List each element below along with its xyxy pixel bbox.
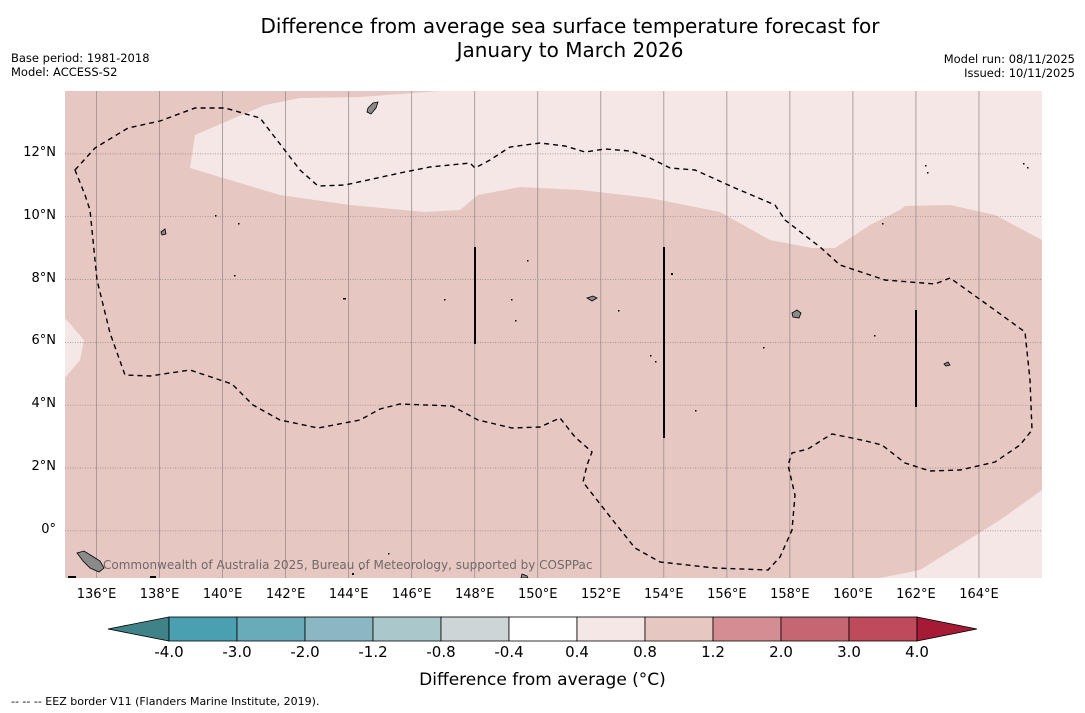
colorbar-segment — [848, 616, 918, 642]
y-tick-label: 0° — [41, 521, 56, 537]
y-tick-label: 12°N — [23, 144, 56, 160]
y-tick-label: 4°N — [31, 396, 57, 412]
meta-left: Base period: 1981-2018 Model: ACCESS-S2 — [11, 51, 150, 79]
colorbar-tick-label: -0.8 — [426, 643, 456, 661]
colorbar-segment — [372, 616, 442, 642]
colorbar-tick-label: -3.0 — [222, 643, 252, 661]
colorbar-label: Difference from average (°C) — [419, 670, 666, 690]
x-tick-label: 164°E — [959, 587, 999, 602]
colorbar-segment — [304, 616, 374, 642]
colorbar-under-arrow — [107, 616, 170, 642]
x-tick-label: 158°E — [770, 587, 810, 602]
x-tick-label: 146°E — [391, 587, 432, 602]
issued-date: Issued: 10/11/2025 — [964, 66, 1075, 80]
x-tick-label: 160°E — [833, 587, 873, 602]
colorbar-over-arrow — [916, 616, 978, 642]
y-tick-label: 6°N — [31, 333, 57, 349]
colorbar-segment — [644, 616, 714, 642]
colorbar-tick-label: 1.2 — [701, 643, 725, 661]
anomaly-band-0.8-1.2 — [65, 91, 1042, 578]
x-tick-label: 150°E — [517, 587, 558, 602]
colorbar-segment — [440, 616, 510, 642]
y-tick-label: 10°N — [23, 207, 56, 223]
x-tick-label: 142°E — [265, 587, 306, 602]
colorbar — [107, 616, 978, 642]
island-guam — [366, 101, 379, 115]
small-islets — [68, 163, 1029, 578]
colorbar-tick-label: 0.8 — [633, 643, 657, 661]
model-name: Model: ACCESS-S2 — [11, 65, 118, 79]
island-palau — [160, 228, 167, 236]
title-line-2: January to March 2026 — [456, 38, 684, 62]
land-features — [76, 101, 951, 578]
colorbar-segment — [780, 616, 850, 642]
map-credit: Commonwealth of Australia 2025, Bureau o… — [103, 558, 593, 572]
eez-legend-note: -- -- -- EEZ border V11 (Flanders Marine… — [11, 695, 320, 708]
x-tick-label: 138°E — [139, 587, 180, 602]
island-west-south — [520, 573, 529, 578]
map-title: Difference from average sea surface temp… — [0, 14, 1085, 62]
base-period: Base period: 1981-2018 — [11, 51, 150, 65]
x-tick-label: 152°E — [581, 587, 621, 602]
colorbar-tick-label: 2.0 — [769, 643, 793, 661]
colorbar-tick-label: -1.2 — [358, 643, 388, 661]
x-tick-label: 144°E — [328, 587, 369, 602]
model-run: Model run: 08/11/2025 — [943, 52, 1075, 66]
y-tick-label: 2°N — [31, 459, 57, 475]
x-tick-label: 140°E — [202, 587, 243, 602]
x-tick-label: 136°E — [76, 587, 117, 602]
colorbar-tick-label: 3.0 — [837, 643, 861, 661]
x-tick-label: 156°E — [707, 587, 747, 602]
colorbar-segment — [712, 616, 782, 642]
colorbar-segment — [576, 616, 646, 642]
boundary-segments — [474, 247, 917, 438]
island-kosrae — [943, 361, 951, 367]
island-solomon-west — [76, 550, 105, 573]
y-tick-label: 8°N — [31, 270, 57, 286]
colorbar-segment — [168, 616, 238, 642]
title-line-1: Difference from average sea surface temp… — [260, 14, 880, 38]
x-tick-label: 154°E — [644, 587, 684, 602]
island-chuuk — [791, 309, 802, 319]
map-plot-area — [65, 91, 1042, 578]
x-tick-label: 148°E — [454, 587, 495, 602]
eez-border-dashed — [74, 107, 1033, 571]
colorbar-tick-label: 4.0 — [905, 643, 929, 661]
colorbar-segment — [508, 616, 578, 642]
colorbar-segment — [236, 616, 306, 642]
colorbar-tick-label: 0.4 — [565, 643, 589, 661]
x-tick-label: 162°E — [896, 587, 936, 602]
colorbar-tick-label: -0.4 — [494, 643, 524, 661]
colorbar-tick-label: -4.0 — [154, 643, 184, 661]
meta-right: Model run: 08/11/2025 Issued: 10/11/2025 — [944, 52, 1075, 80]
island-pohnpei — [586, 295, 598, 302]
colorbar-tick-label: -2.0 — [290, 643, 320, 661]
